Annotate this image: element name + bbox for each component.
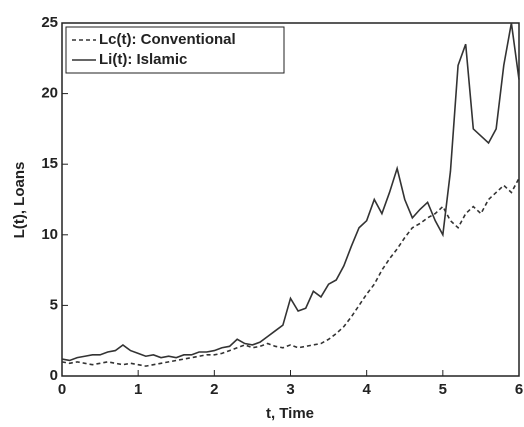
y-tick-label: 5 [50, 296, 58, 313]
series-line [61, 177, 520, 367]
legend-box [65, 26, 285, 74]
x-tick-label: 6 [515, 381, 523, 398]
x-tick-label: 3 [286, 381, 294, 398]
y-tick-label: 10 [41, 226, 58, 243]
x-tick-label: 2 [210, 381, 218, 398]
legend-label: Lc(t): Conventional [99, 31, 236, 48]
x-tick-label: 0 [58, 381, 66, 398]
y-axis-label: L(t), Loans [11, 162, 28, 239]
y-tick-label: 15 [41, 155, 58, 172]
y-tick-label: 20 [41, 85, 58, 102]
x-tick-label: 5 [439, 381, 447, 398]
y-tick-label: 25 [41, 14, 58, 31]
series-line [61, 22, 520, 362]
x-tick-label: 1 [134, 381, 142, 398]
legend-label: Li(t): Islamic [99, 51, 187, 68]
plot-frame [61, 22, 520, 377]
x-axis-label: t, Time [266, 405, 314, 422]
y-tick-label: 0 [50, 367, 58, 384]
x-tick-label: 4 [362, 381, 371, 398]
